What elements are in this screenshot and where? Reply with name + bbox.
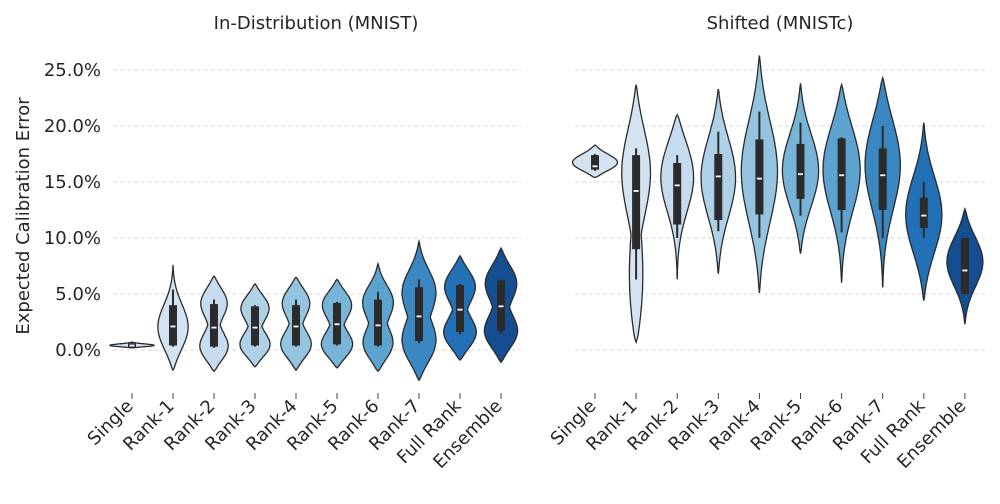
- violin-iqr-box: [292, 305, 300, 346]
- violin-iqr-box: [919, 197, 928, 228]
- violin-iqr-box: [210, 304, 218, 347]
- y-axis-label: Expected Calibration Error: [13, 97, 34, 335]
- violin-iqr-box: [796, 143, 805, 199]
- panel-title-shifted: Shifted (MNISTc): [707, 13, 854, 34]
- violin-iqr-box: [632, 155, 641, 250]
- violin-iqr-box: [591, 155, 599, 170]
- violin-iqr-box: [251, 306, 259, 346]
- violin-iqr-box: [169, 305, 177, 346]
- panel-in-distribution: In-Distribution (MNIST) 0.0% 5.0% 10.0% 15.…: [44, 13, 521, 473]
- y-tick-label: 5.0%: [55, 284, 101, 305]
- y-tick-label: 25.0%: [44, 60, 101, 81]
- violin-iqr-box: [755, 139, 764, 215]
- violin-iqr-box: [878, 148, 887, 210]
- violin-iqr-box: [960, 238, 969, 294]
- violin-iqr-box: [456, 285, 464, 333]
- violin-iqr-box: [714, 154, 723, 221]
- panel-shifted: Shifted (MNISTc) SingleRank-1Rank-2Rank-…: [547, 13, 985, 473]
- violin-iqr-box: [837, 138, 846, 210]
- violin-iqr-box: [374, 299, 382, 346]
- panel-title-in-distribution: In-Distribution (MNIST): [214, 13, 419, 34]
- y-tick-label: 15.0%: [44, 172, 101, 193]
- violin-iqr-box: [673, 162, 682, 225]
- y-tick-label: 20.0%: [44, 116, 101, 137]
- y-tick-label: 0.0%: [55, 340, 101, 361]
- violin-iqr-box: [415, 287, 423, 342]
- y-tick-label: 10.0%: [44, 228, 101, 249]
